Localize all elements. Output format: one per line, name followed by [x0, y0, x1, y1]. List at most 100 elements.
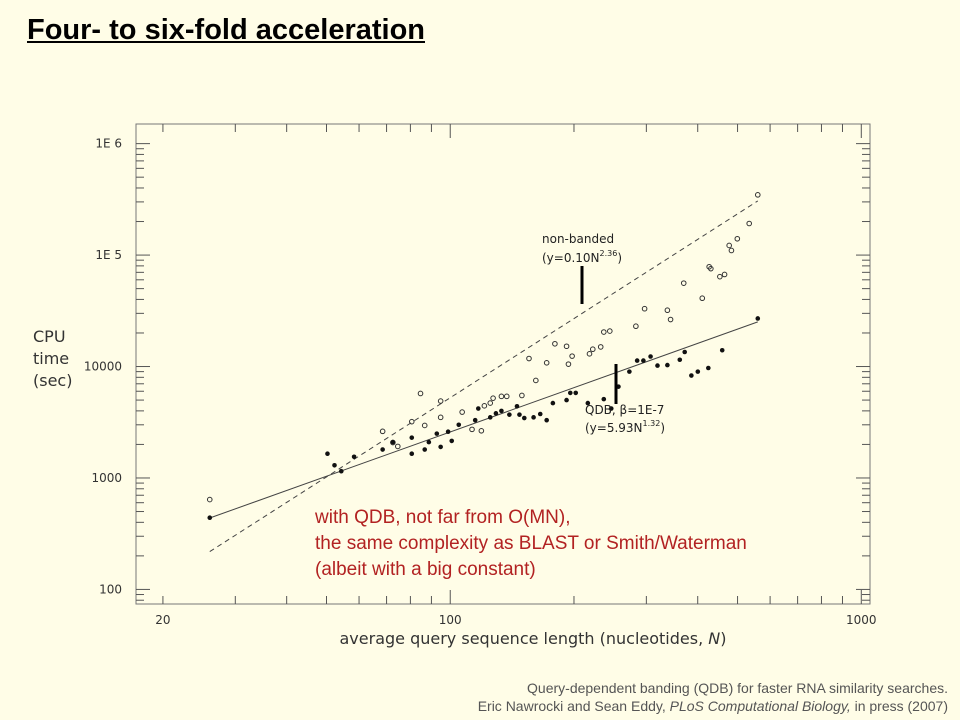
qdb-eq-exp: 1.32: [643, 419, 661, 428]
nonbanded-point: [597, 344, 604, 350]
qdb-point: [627, 369, 632, 374]
qdb-point: [641, 358, 646, 363]
qdb-point: [332, 462, 337, 468]
qdb-point: [585, 400, 591, 406]
x-axis-title: average query sequence length (nucleotid…: [340, 629, 727, 648]
y-tick-label: 10000: [84, 360, 122, 374]
qdb-point: [487, 415, 493, 420]
qdb-point: [677, 357, 683, 363]
nonbanded-point: [746, 220, 752, 227]
qdb-point: [426, 439, 432, 445]
nonbanded-point: [487, 400, 494, 406]
nonbanded-eq-exp: 2.36: [600, 249, 618, 258]
qdb-point: [514, 403, 520, 409]
nonbanded-point: [394, 443, 401, 450]
qdb-point: [521, 415, 527, 421]
qdb-point: [517, 412, 522, 417]
qdb-label: QDB, β=1E-7: [585, 403, 664, 417]
qdb-equation: (y=5.93N1.32): [585, 419, 665, 435]
nonbanded-point: [533, 377, 539, 384]
qdb-point: [564, 397, 569, 403]
qdb-point: [719, 347, 725, 353]
qdb-point: [601, 396, 607, 402]
qdb-point: [695, 369, 701, 374]
nonbanded-point: [589, 346, 596, 353]
citation-line-2: Eric Nawrocki and Sean Eddy, PLoS Comput…: [478, 697, 948, 715]
qdb-point: [499, 408, 504, 414]
qdb-point: [755, 316, 761, 321]
citation-status: in press (2007): [854, 698, 948, 714]
nonbanded-point: [478, 428, 485, 434]
qdb-point: [390, 439, 396, 445]
qdb-point: [689, 373, 694, 378]
nonbanded-point: [490, 395, 496, 401]
nonbanded-point: [680, 280, 687, 286]
annotations: non-banded (y=0.10N2.36) QDB, β=1E-7 (y=5.9…: [542, 232, 665, 435]
complexity-note: with QDB, not far from O(MN), the same c…: [315, 505, 747, 583]
y-axis-title-line: CPU: [33, 327, 66, 346]
note-line-2: the same complexity as BLAST or Smith/Wa…: [315, 533, 747, 554]
nonbanded-point: [421, 422, 428, 429]
qdb-point: [438, 444, 443, 450]
nonbanded-label: non-banded: [542, 232, 614, 246]
nonbanded-point: [526, 355, 532, 362]
nonbanded-point: [721, 271, 728, 278]
qdb-point: [648, 354, 653, 359]
note-line-3: (albeit with a big constant): [315, 559, 536, 580]
qdb-point: [445, 429, 451, 435]
qdb-point: [682, 349, 688, 355]
qdb-point: [567, 390, 573, 396]
qdb-point: [476, 406, 481, 411]
nonbanded-point: [437, 398, 444, 404]
nonbanded-point: [498, 393, 505, 400]
nonbanded-point: [641, 305, 648, 312]
qdb-point: [409, 435, 415, 440]
qdb-point: [706, 365, 711, 371]
qdb-point: [351, 454, 357, 460]
y-tick-label: 100: [99, 582, 122, 596]
x-tick-label: 100: [439, 613, 462, 627]
nonbanded-point: [519, 392, 525, 399]
nonbanded-point: [667, 316, 674, 323]
qdb-point: [608, 406, 614, 411]
qdb-point: [449, 438, 455, 444]
x-axis-title-text: average query sequence length (nucleotid…: [340, 629, 709, 648]
nonbanded-point: [569, 353, 575, 359]
qdb-point: [665, 362, 670, 368]
qdb-point: [325, 451, 330, 457]
nonbanded-point: [607, 328, 613, 334]
data-points: [206, 192, 761, 521]
plot-frame: [135, 123, 871, 605]
qdb-point: [544, 417, 549, 423]
qdb-point: [655, 363, 660, 368]
x-axis-title-var: N: [708, 629, 720, 648]
x-axis-title-close: ): [720, 629, 726, 648]
nonbanded-point: [600, 329, 607, 335]
y-tick-label: 1E 6: [95, 137, 122, 151]
note-line-1: with QDB, not far from O(MN),: [315, 507, 571, 528]
nonbanded-point: [481, 403, 488, 409]
qdb-point: [338, 468, 344, 474]
qdb-point: [409, 451, 415, 457]
nonbanded-point: [699, 295, 706, 302]
y-axis-title-line: (sec): [33, 371, 72, 390]
qdb-point: [507, 412, 512, 417]
nonbanded-point: [754, 192, 761, 198]
y-tick-label: 1E 5: [95, 248, 122, 262]
qdb-point: [573, 390, 579, 396]
nonbanded-point: [206, 496, 213, 503]
nonbanded-point: [503, 393, 510, 400]
nonbanded-eq-tail: ): [617, 251, 622, 265]
nonbanded-point: [469, 426, 475, 433]
nonbanded-eq-main: (y=0.10N: [542, 251, 600, 265]
citation-line-1: Query-dependent banding (QDB) for faster…: [527, 680, 948, 696]
nonbanded-point: [543, 360, 550, 366]
nonbanded-point: [633, 323, 639, 330]
qdb-point: [422, 447, 428, 452]
nonbanded-point: [664, 307, 671, 314]
nonbanded-point: [717, 273, 723, 280]
citation-journal: PLoS Computational Biology,: [669, 698, 851, 714]
nonbanded-point: [563, 343, 570, 350]
nonbanded-point: [408, 418, 415, 425]
nonbanded-point: [586, 351, 593, 357]
